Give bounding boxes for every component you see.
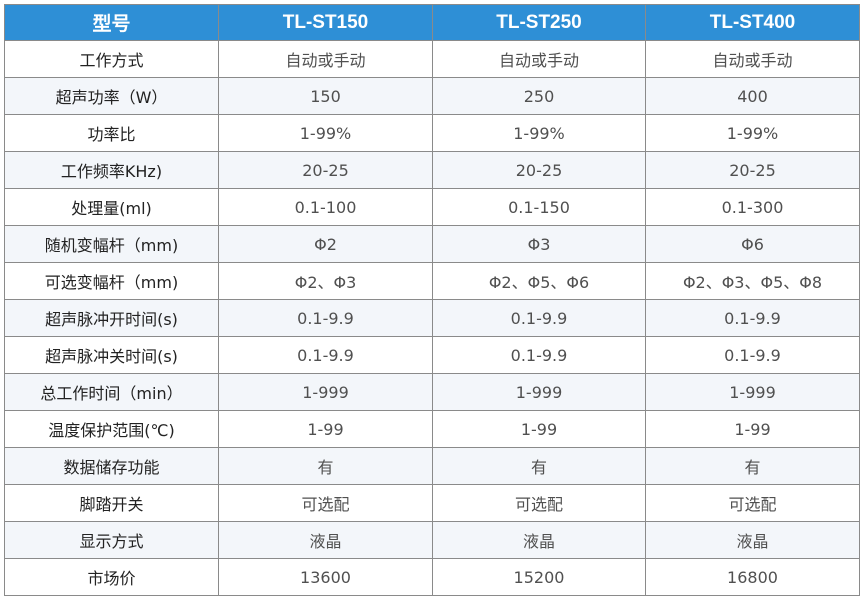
table-cell: 可选配 [645,484,860,522]
row-label: 处理量(ml) [4,188,219,226]
row-label: 随机变幅杆（mm) [4,225,219,263]
table-row: 工作方式 自动或手动 自动或手动 自动或手动 [4,40,860,78]
table-row: 脚踏开关 可选配 可选配 可选配 [4,484,860,522]
row-label: 显示方式 [4,521,219,559]
table-cell: 16800 [645,558,860,596]
table-cell: Φ2、Φ3 [218,262,433,300]
table-cell: 有 [218,447,433,485]
table-row: 处理量(ml) 0.1-100 0.1-150 0.1-300 [4,188,860,226]
table-cell: 15200 [432,558,646,596]
table-cell: 自动或手动 [432,40,646,78]
table-cell: 1-999 [432,373,646,411]
row-label: 工作方式 [4,40,219,78]
header-model-tl-st150: TL-ST150 [218,4,433,41]
table-cell: 1-99 [218,410,433,448]
table-cell: Φ2、Φ3、Φ5、Φ8 [645,262,860,300]
spec-comparison-table: 型号 TL-ST150 TL-ST250 TL-ST400 工作方式 自动或手动… [4,4,860,596]
table-header: 型号 TL-ST150 TL-ST250 TL-ST400 [4,4,860,41]
table-cell: 可选配 [432,484,646,522]
table-cell: 1-99% [218,114,433,152]
header-model-label: 型号 [4,4,219,41]
table-cell: 0.1-9.9 [218,336,433,374]
header-row: 型号 TL-ST150 TL-ST250 TL-ST400 [4,4,860,41]
row-label: 市场价 [4,558,219,596]
table-cell: 液晶 [432,521,646,559]
table-row: 随机变幅杆（mm) Φ2 Φ3 Φ6 [4,225,860,263]
table-cell: 20-25 [432,151,646,189]
table-cell: 1-99 [645,410,860,448]
table-cell: 0.1-9.9 [645,299,860,337]
table-cell: 400 [645,77,860,115]
table-cell: 20-25 [218,151,433,189]
table-cell: 液晶 [645,521,860,559]
table-row: 工作频率KHz) 20-25 20-25 20-25 [4,151,860,189]
table-row: 功率比 1-99% 1-99% 1-99% [4,114,860,152]
table-cell: 1-99 [432,410,646,448]
table-row: 总工作时间（min） 1-999 1-999 1-999 [4,373,860,411]
table-row: 温度保护范围(℃) 1-99 1-99 1-99 [4,410,860,448]
row-label: 超声脉冲开时间(s) [4,299,219,337]
table-cell: Φ2、Φ5、Φ6 [432,262,646,300]
table-cell: 0.1-9.9 [218,299,433,337]
table-cell: 0.1-9.9 [432,299,646,337]
table-row: 超声脉冲开时间(s) 0.1-9.9 0.1-9.9 0.1-9.9 [4,299,860,337]
row-label: 温度保护范围(℃) [4,410,219,448]
table-cell: 有 [432,447,646,485]
table-cell: 1-99% [432,114,646,152]
table-body: 工作方式 自动或手动 自动或手动 自动或手动 超声功率（W） 150 250 4… [4,40,860,596]
row-label: 可选变幅杆（mm) [4,262,219,300]
table-cell: 150 [218,77,433,115]
table-row: 可选变幅杆（mm) Φ2、Φ3 Φ2、Φ5、Φ6 Φ2、Φ3、Φ5、Φ8 [4,262,860,300]
row-label: 脚踏开关 [4,484,219,522]
table-cell: 液晶 [218,521,433,559]
table-row: 市场价 13600 15200 16800 [4,558,860,596]
table-cell: 250 [432,77,646,115]
table-cell: 自动或手动 [218,40,433,78]
table-cell: Φ6 [645,225,860,263]
table-cell: 0.1-300 [645,188,860,226]
header-model-tl-st400: TL-ST400 [645,4,860,41]
row-label: 超声功率（W） [4,77,219,115]
header-model-tl-st250: TL-ST250 [432,4,646,41]
table-row: 显示方式 液晶 液晶 液晶 [4,521,860,559]
table-cell: 0.1-9.9 [432,336,646,374]
table-cell: 1-999 [218,373,433,411]
row-label: 功率比 [4,114,219,152]
table-cell: 1-99% [645,114,860,152]
table-cell: Φ2 [218,225,433,263]
table-cell: 20-25 [645,151,860,189]
table-cell: 有 [645,447,860,485]
row-label: 超声脉冲关时间(s) [4,336,219,374]
table-cell: 0.1-150 [432,188,646,226]
table-cell: 0.1-9.9 [645,336,860,374]
row-label: 总工作时间（min） [4,373,219,411]
table-cell: 1-999 [645,373,860,411]
table-cell: 自动或手动 [645,40,860,78]
row-label: 工作频率KHz) [4,151,219,189]
table-row: 超声功率（W） 150 250 400 [4,77,860,115]
table-cell: 0.1-100 [218,188,433,226]
table-cell: 可选配 [218,484,433,522]
table-row: 数据储存功能 有 有 有 [4,447,860,485]
table-cell: 13600 [218,558,433,596]
table-row: 超声脉冲关时间(s) 0.1-9.9 0.1-9.9 0.1-9.9 [4,336,860,374]
table-cell: Φ3 [432,225,646,263]
row-label: 数据储存功能 [4,447,219,485]
